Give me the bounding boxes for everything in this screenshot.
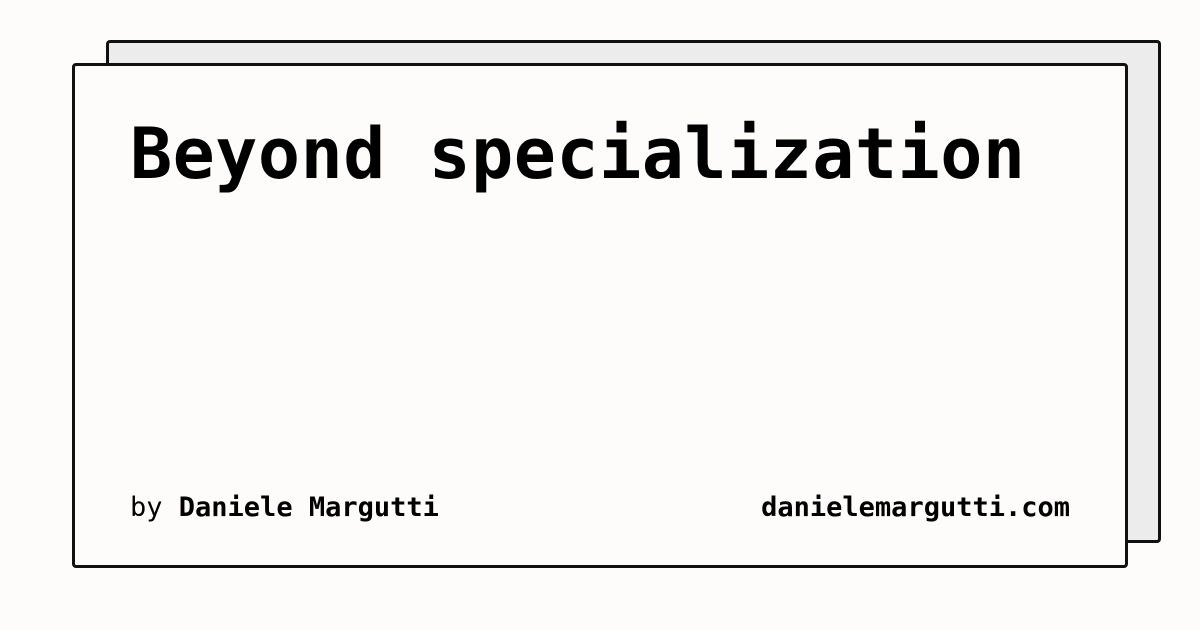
site-domain: danielemargutti.com xyxy=(761,492,1070,523)
byline: by Daniele Margutti xyxy=(130,491,439,525)
byline-prefix: by xyxy=(130,492,163,523)
author-name: Daniele Margutti xyxy=(178,492,439,523)
page-title: Beyond specialization xyxy=(130,113,1026,195)
card: Beyond specialization by Daniele Margutt… xyxy=(72,63,1128,568)
